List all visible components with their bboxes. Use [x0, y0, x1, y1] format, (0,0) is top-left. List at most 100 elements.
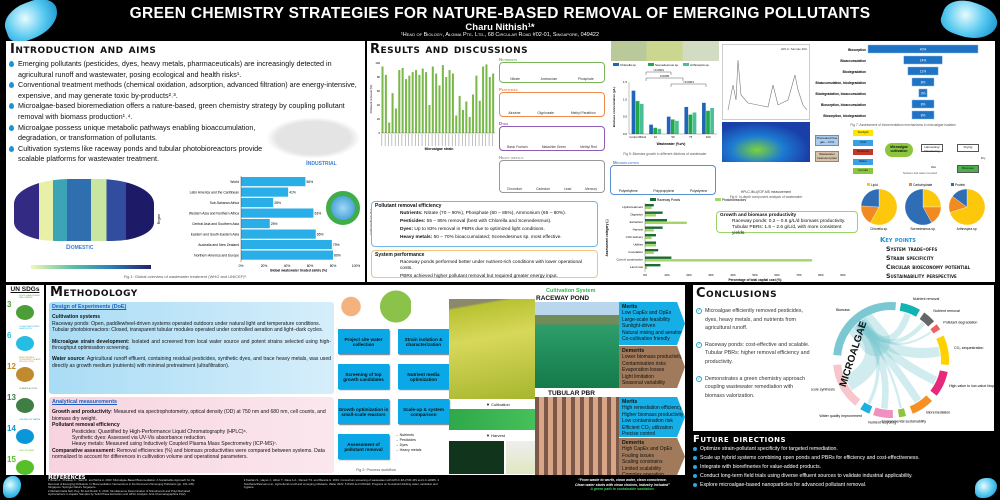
bar	[645, 219, 667, 222]
assessment-item: → Heavy metals	[395, 448, 422, 452]
raceway-pond-title: RACEWAY POND	[536, 295, 590, 302]
x-tick-label: 70%	[796, 273, 802, 277]
efficiency-item: Dyes: Up to 83% removal in PBRs due to o…	[400, 227, 594, 233]
harvest-label: Harvest	[491, 433, 505, 438]
x-tick-label	[425, 134, 426, 146]
results-heading: Results and discussions	[370, 42, 529, 57]
key-points-title: Key points	[880, 236, 916, 244]
process-input: Sunlight	[853, 130, 873, 136]
check-icon: ✓	[696, 375, 702, 382]
efficiency-item-label: Pesticides:	[400, 219, 426, 224]
x-tick-label	[421, 134, 423, 146]
industrial-map-label: Industrial	[306, 160, 337, 167]
cultivation-point: High CapEx and OpEx	[622, 446, 673, 453]
cultivation-point: Low contamination risk	[622, 418, 673, 425]
bar-category-label: World	[230, 180, 239, 184]
p-value-label: <0.0001	[653, 68, 664, 72]
workflow-step: Scale-up & system comparison	[398, 399, 449, 424]
analytical-link[interactable]: Analytical measurements	[52, 399, 118, 405]
hplc-chromatogram: HPLC: Sample 30A	[722, 44, 810, 120]
process-input: Nutrients	[853, 149, 873, 155]
bar	[418, 74, 421, 133]
conclusions-heading: Conclusions	[696, 286, 778, 301]
efficiency-item-text: 55 – 85% removal (best with Chlorella an…	[425, 219, 552, 224]
sdg-icon	[16, 305, 34, 320]
bar	[415, 70, 418, 133]
y-tick-label: 0.0	[623, 132, 628, 136]
y-tick-label: 1.0	[623, 97, 628, 101]
bar	[241, 177, 306, 187]
x-tick-label: 60%	[307, 264, 314, 268]
conclusion-item: Demonstrates a green chemistry approach …	[696, 375, 806, 399]
cultivation-point: Limited scalability	[622, 465, 662, 472]
process-node: Wastewater treatment plant	[815, 151, 839, 162]
x-axis-label: Percentage of total capital cost (%)	[729, 278, 782, 282]
bar-data-label: 8%	[921, 103, 926, 107]
pollutant-group-title: Heavy metals	[499, 155, 524, 160]
x-tick-label	[478, 134, 480, 146]
x-tick-label	[384, 134, 386, 146]
chord-label: Water quality improvement	[819, 414, 862, 418]
fig7-mechanism-chart: Biosorption 40% Bioaccumulation 14% Biodegra…	[816, 44, 979, 120]
cultivation-point: Large-scale feasibility	[622, 316, 671, 323]
process-node: Biomass	[957, 165, 979, 173]
bar	[394, 108, 397, 133]
process-node: Drying	[957, 144, 979, 152]
pie-label: Arthrospira sp.	[957, 227, 978, 231]
assessment-item: → Nutrients	[395, 433, 414, 437]
bar	[438, 85, 441, 133]
bar	[455, 115, 458, 133]
efficiency-title: Pollutant removal efficiency	[375, 203, 442, 209]
pie-label: Chlorella sp.	[870, 227, 888, 231]
bar	[666, 116, 671, 134]
splash-icon-bottom-left	[3, 476, 21, 498]
conclusion-item: Microalgae efficiently removed pesticide…	[696, 308, 803, 332]
chord-label: Environmental sustainability	[881, 420, 926, 424]
chord-ribbon	[856, 319, 922, 403]
p-value-label: 0.0005	[660, 74, 670, 78]
cultivation-point: Natural mixing and aeration	[622, 329, 684, 336]
bar-data-label: 28%	[274, 201, 281, 205]
water-source: Water source: Agricultural runoff efflue…	[52, 356, 331, 369]
significance-bracket	[645, 77, 684, 81]
introduction-panel: Introduction and aims Emerging pollutant…	[6, 41, 365, 282]
legend-swatch	[683, 63, 689, 66]
chord-label: Nutrient recycling	[868, 420, 896, 424]
tubular-pbr-photo	[535, 397, 619, 475]
chord-arc	[833, 302, 897, 356]
fig1-wastewater-bar-chart: World 56% Latin America and the Caribbean 4…	[157, 176, 360, 272]
bar	[645, 249, 659, 252]
bar	[645, 204, 654, 207]
x-tick-label	[488, 134, 490, 146]
chemical-structure-label: Polystyrene	[689, 189, 708, 193]
system-performance-box: System performance Raceway ponds perform…	[371, 250, 598, 279]
bar-category-label: Eastern and South-Eastern Asia	[191, 233, 239, 237]
bar	[391, 93, 394, 133]
harvested-biomass-photo	[449, 441, 504, 474]
pollutant-group-title: Pesticides	[499, 87, 518, 92]
sdg-label: CLEAN WATER AND SANITATION	[19, 326, 40, 330]
ion-mobility-heatmap	[722, 122, 810, 162]
un-sdgs-panel: UN SDGs 3 GOOD HEALTH AND WELL-BEING 6 CLEA…	[6, 285, 44, 475]
sdg-goal: 15 LIFE ON LAND	[7, 449, 43, 479]
x-tick-label	[455, 134, 456, 146]
bar-data-label: 25%	[271, 222, 278, 226]
bar	[645, 221, 687, 224]
chord-ribbon	[856, 320, 889, 409]
workflow-step: Growth optimization in small-scale react…	[338, 399, 389, 424]
bar-category-label: Digestion	[630, 213, 643, 217]
strain-text: Isolated and screened from local water s…	[52, 338, 331, 352]
quote-line: Clean water starts with clean choices, i…	[575, 482, 670, 487]
bar-category-label: Biosorption	[848, 48, 866, 52]
bar	[478, 100, 481, 133]
y-tick-label: 100	[375, 61, 380, 65]
cultivation-point: Precise control	[622, 431, 656, 438]
comparative-assessment: Comparative assessment: Removal efficien…	[52, 448, 331, 461]
fig2-caption: Fig 2: Process workflow	[355, 468, 397, 472]
growth-box: Growth and biomass productivity Raceway …	[716, 211, 858, 236]
bar	[451, 73, 454, 133]
x-tick-label	[451, 134, 453, 146]
doe-link[interactable]: Design of Experiments (DoE)	[52, 304, 127, 310]
x-tick-label: 50	[671, 135, 675, 139]
merits-label: Merits	[622, 304, 638, 310]
